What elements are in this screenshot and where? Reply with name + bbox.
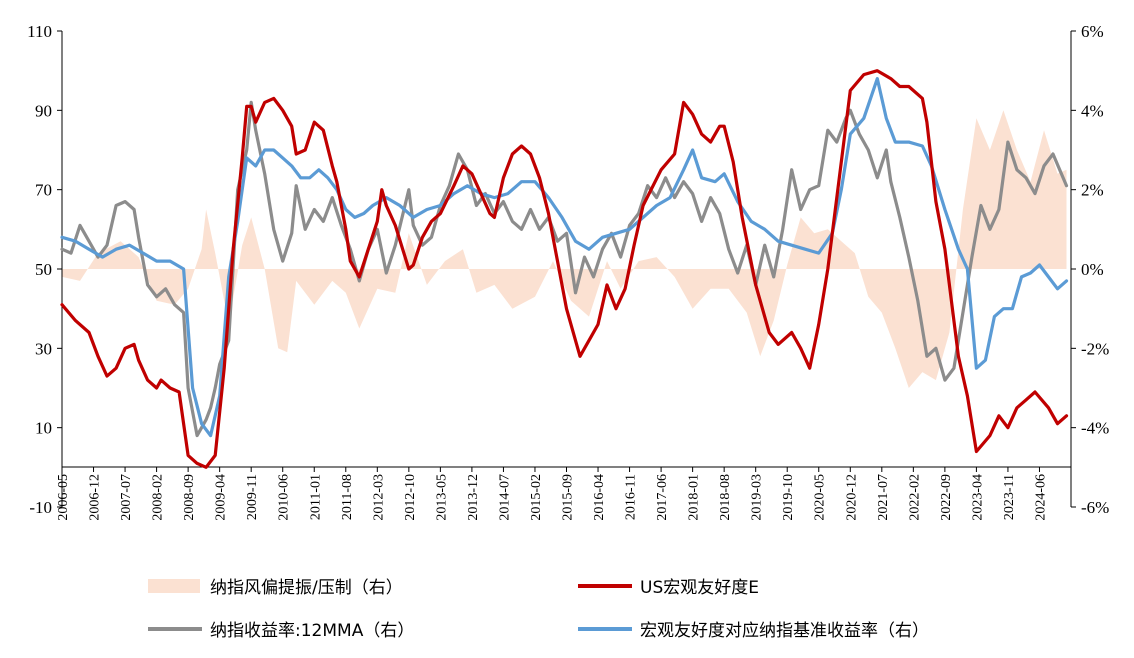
x-tick-label: 2021-07 — [876, 474, 891, 521]
legend: 纳指风偏提振/压制（右） US宏观友好度E 纳指收益率:12MMA（右） 宏观友好度对… — [148, 578, 929, 641]
x-tick-label: 2006-12 — [88, 474, 103, 521]
series-area-risk-appetite — [62, 110, 1067, 389]
series-line-us-macro-friendliness — [60, 69, 1069, 469]
x-tick-label: 2016-11 — [624, 474, 639, 520]
legend-label: 纳指风偏提振/压制（右） — [210, 578, 403, 598]
tick-labels-group: -10 10 30 50 70 90 110 -6% -4% -2% 0% 2% 4% 6% 2006-05… — [27, 22, 1109, 521]
axes-group — [57, 30, 1076, 508]
x-tick-label: 2010-06 — [277, 474, 292, 521]
left-tick-label: 70 — [35, 181, 52, 200]
x-tick-label: 2013-12 — [466, 474, 481, 521]
x-tick-label: 2014-07 — [497, 474, 512, 521]
x-tick-label: 2011-08 — [340, 474, 355, 520]
legend-label: 纳指收益率:12MMA（右） — [210, 621, 414, 641]
x-tick-label: 2023-04 — [970, 474, 985, 521]
risk-appetite-area-group — [62, 110, 1067, 389]
x-tick-label: 2008-09 — [182, 474, 197, 521]
x-tick-label: 2018-08 — [718, 474, 733, 521]
right-tick-label: 2% — [1081, 181, 1104, 200]
x-tick-label: 2022-02 — [907, 474, 922, 521]
series-lines-group — [60, 69, 1069, 469]
left-tick-label: -10 — [29, 498, 52, 517]
left-tick-label: 90 — [35, 101, 52, 120]
legend-label: US宏观友好度E — [640, 578, 759, 598]
right-tick-label: -6% — [1081, 498, 1109, 517]
x-tick-label: 2023-11 — [1002, 474, 1017, 520]
right-tick-label: 0% — [1081, 260, 1104, 279]
left-tick-label: 50 — [35, 260, 52, 279]
right-tick-label: 4% — [1081, 101, 1104, 120]
x-tick-label: 2019-03 — [750, 474, 765, 521]
x-tick-label: 2009-04 — [214, 474, 229, 521]
right-tick-label: -2% — [1081, 339, 1109, 358]
x-tick-label: 2008-02 — [151, 474, 166, 521]
left-tick-label: 10 — [35, 419, 52, 438]
x-tick-label: 2022-09 — [939, 474, 954, 521]
legend-label: 宏观友好度对应纳指基准收益率（右） — [640, 621, 929, 641]
x-tick-label: 2006-05 — [56, 474, 71, 521]
x-tick-label: 2013-05 — [434, 474, 449, 521]
x-tick-label: 2016-04 — [592, 474, 607, 521]
x-tick-label: 2018-01 — [687, 474, 702, 521]
x-tick-label: 2012-03 — [371, 474, 386, 521]
x-tick-label: 2007-07 — [119, 474, 134, 521]
x-tick-label: 2019-10 — [781, 474, 796, 521]
right-tick-label: 6% — [1081, 22, 1104, 41]
x-tick-label: 2015-09 — [561, 474, 576, 521]
legend-swatch — [148, 579, 200, 593]
x-tick-label: 2011-01 — [308, 474, 323, 520]
left-tick-label: 30 — [35, 339, 52, 358]
x-tick-label: 2020-05 — [813, 474, 828, 521]
x-tick-label: 2015-02 — [529, 474, 544, 521]
x-tick-label: 2012-10 — [403, 474, 418, 521]
x-tick-label: 2020-12 — [844, 474, 859, 521]
x-tick-label: 2009-11 — [245, 474, 260, 520]
x-tick-label: 2017-06 — [655, 474, 670, 521]
x-tick-label: 2024-06 — [1034, 474, 1049, 521]
right-tick-label: -4% — [1081, 419, 1109, 438]
left-tick-label: 110 — [27, 22, 52, 41]
